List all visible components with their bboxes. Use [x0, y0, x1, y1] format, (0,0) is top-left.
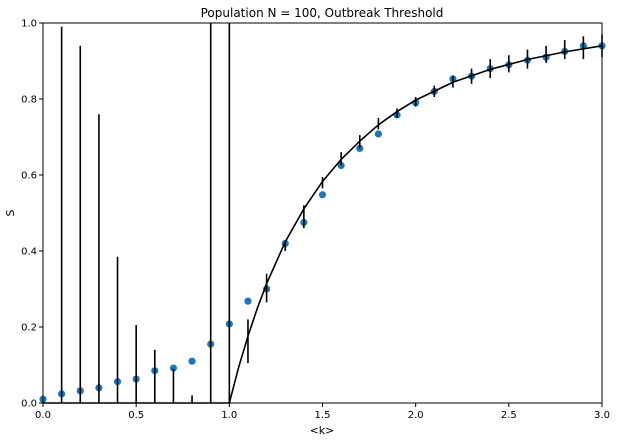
- chart-marks: [39, 23, 606, 404]
- theory-curve: [43, 45, 603, 404]
- y-tick-label: 0.6: [21, 171, 37, 182]
- x-tick-label: 0.0: [35, 410, 51, 421]
- x-tick-label: 2.5: [501, 410, 517, 421]
- y-tick-label: 0.4: [21, 247, 37, 258]
- y-tick-label: 1.0: [21, 19, 37, 30]
- plot-frame: [42, 22, 603, 404]
- data-point: [374, 130, 382, 138]
- x-tick-label: 2.0: [408, 410, 424, 421]
- y-tick-label: 0.8: [21, 95, 37, 106]
- plot-area: [43, 23, 602, 403]
- data-point: [169, 364, 178, 372]
- y-tick-label: 0.0: [21, 399, 37, 410]
- data-point: [244, 297, 252, 305]
- x-axis-label: <k>: [310, 424, 335, 437]
- data-point: [188, 357, 196, 365]
- axis-ticks: 0.0 0.5 1.0 1.5 2.0 2.5 3.0 0.0 0.2 0.4 0.6 0.8 1.0: [21, 19, 610, 422]
- data-point: [318, 191, 327, 199]
- x-tick-label: 1.0: [221, 410, 237, 421]
- x-tick-label: 0.5: [128, 410, 144, 421]
- y-tick-label: 0.2: [21, 323, 37, 334]
- y-axis-label: S: [4, 209, 17, 216]
- x-tick-label: 3.0: [594, 410, 610, 421]
- chart-title: Population N = 100, Outbreak Threshold: [201, 6, 444, 20]
- x-tick-label: 1.5: [315, 410, 331, 421]
